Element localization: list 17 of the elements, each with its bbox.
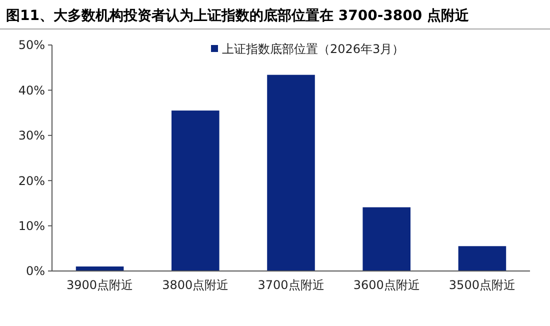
- x-tick-label: 3600点附近: [353, 278, 420, 292]
- x-tick-label: 3500点附近: [448, 278, 516, 292]
- y-tick-label: 10%: [18, 219, 45, 233]
- legend-label: 上证指数底部位置（2026年3月）: [222, 42, 404, 56]
- y-tick-label: 30%: [18, 128, 45, 143]
- bar: [267, 74, 315, 271]
- bar: [362, 207, 410, 271]
- x-tick-label: 3800点附近: [162, 278, 229, 292]
- x-tick-label: 3900点附近: [66, 278, 134, 292]
- chart-title: 图11、大多数机构投资者认为上证指数的底部位置在 3700-3800 点附近: [6, 7, 470, 24]
- bar: [458, 246, 506, 271]
- y-tick-label: 20%: [18, 174, 45, 188]
- y-tick-label: 0%: [26, 264, 45, 278]
- bar: [172, 110, 220, 271]
- y-tick-label: 40%: [18, 83, 45, 98]
- x-tick-label: 3700点附近: [258, 278, 324, 292]
- y-tick-label: 50%: [18, 38, 45, 52]
